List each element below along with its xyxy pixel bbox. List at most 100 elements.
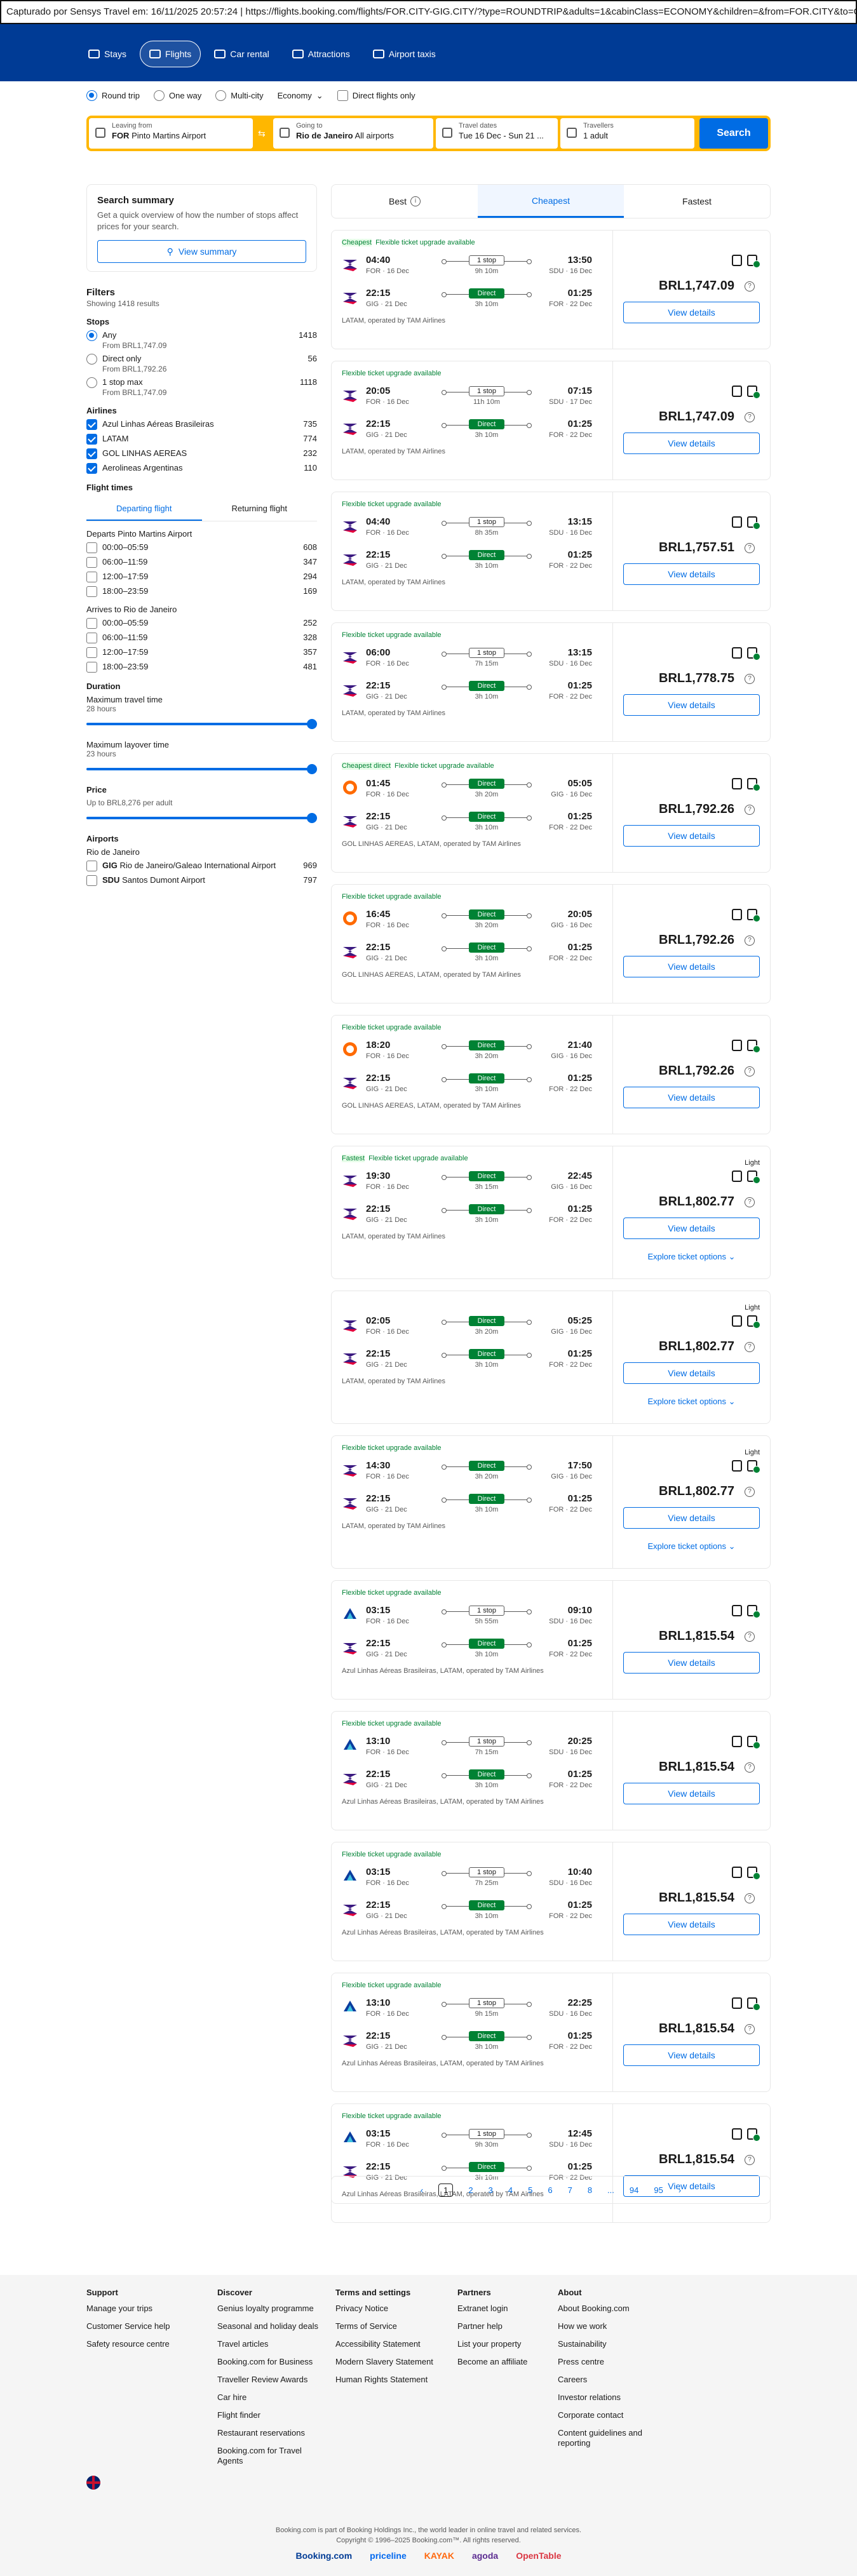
footer-link[interactable]: Press centre bbox=[558, 2357, 604, 2366]
time-option[interactable]: 18:00–23:59 481 bbox=[86, 662, 317, 673]
footer-link[interactable]: How we work bbox=[558, 2321, 607, 2331]
footer-link[interactable]: Become an affiliate bbox=[457, 2357, 528, 2366]
time-option[interactable]: 06:00–11:59 347 bbox=[86, 557, 317, 568]
cabin-class-select[interactable]: Economy ⌄ bbox=[278, 91, 323, 101]
max-layover-slider[interactable] bbox=[86, 762, 317, 776]
destination-field[interactable]: Going to Rio de Janeiro All airports bbox=[273, 118, 433, 149]
uk-flag-icon[interactable] bbox=[86, 2476, 100, 2490]
result-card[interactable]: Flexible ticket upgrade available 13:10 FO… bbox=[331, 1973, 771, 2092]
slider-handle[interactable] bbox=[307, 813, 317, 823]
price-info-icon[interactable]: ? bbox=[745, 281, 755, 292]
time-option[interactable]: 12:00–17:59 357 bbox=[86, 647, 317, 658]
footer-link[interactable]: Seasonal and holiday deals bbox=[217, 2321, 319, 2331]
max-travel-slider[interactable] bbox=[86, 717, 317, 731]
price-info-icon[interactable]: ? bbox=[745, 1197, 755, 1207]
result-card[interactable]: Flexible ticket upgrade available 03:15 FO… bbox=[331, 1580, 771, 1700]
footer-link[interactable]: Extranet login bbox=[457, 2304, 508, 2313]
result-card[interactable]: Fastest Flexible ticket upgrade available… bbox=[331, 1146, 771, 1279]
result-card[interactable]: Flexible ticket upgrade available 03:15 FO… bbox=[331, 1842, 771, 1961]
page-number[interactable]: 95 bbox=[654, 2185, 663, 2195]
tab-fastest[interactable]: Fastest bbox=[624, 185, 770, 218]
footer-link[interactable]: Sustainability bbox=[558, 2339, 607, 2349]
result-card[interactable]: Flexible ticket upgrade available 04:40 FO… bbox=[331, 492, 771, 611]
page-number[interactable]: 94 bbox=[629, 2185, 639, 2195]
airline-option[interactable]: Azul Linhas Aéreas Brasileiras 735 bbox=[86, 419, 317, 430]
price-info-icon[interactable]: ? bbox=[745, 2155, 755, 2165]
time-option[interactable]: 12:00–17:59 294 bbox=[86, 572, 317, 582]
result-card[interactable]: Flexible ticket upgrade available 16:45 FO… bbox=[331, 884, 771, 1003]
footer-link[interactable]: Booking.com for Travel Agents bbox=[217, 2446, 302, 2465]
footer-link[interactable]: Investor relations bbox=[558, 2392, 621, 2402]
slider-handle[interactable] bbox=[307, 764, 317, 774]
nav-flights[interactable]: Flights bbox=[140, 41, 201, 67]
direct-flights-checkbox[interactable]: Direct flights only bbox=[337, 90, 415, 101]
swap-icon[interactable]: ⇆ bbox=[258, 128, 266, 138]
view-details-button[interactable]: View details bbox=[623, 1783, 760, 1804]
page-number[interactable]: 3 bbox=[488, 2185, 493, 2195]
result-card[interactable]: Flexible ticket upgrade available 14:30 FO… bbox=[331, 1435, 771, 1569]
view-details-button[interactable]: View details bbox=[623, 563, 760, 585]
view-details-button[interactable]: View details bbox=[623, 1652, 760, 1674]
footer-link[interactable]: Flight finder bbox=[217, 2410, 260, 2420]
view-details-button[interactable]: View details bbox=[623, 1914, 760, 1935]
result-card[interactable]: 02:05 FOR · 16 Dec Direct 3h 20m 05:25 GIG · … bbox=[331, 1291, 771, 1424]
view-details-button[interactable]: View details bbox=[623, 1507, 760, 1529]
price-info-icon[interactable]: ? bbox=[745, 1632, 755, 1642]
stops-option[interactable]: 1 stop max From BRL1,747.09 1118 bbox=[86, 377, 317, 397]
footer-link[interactable]: Booking.com for Business bbox=[217, 2357, 313, 2366]
explore-ticket-options-link[interactable]: Explore ticket options ⌄ bbox=[613, 1541, 770, 1552]
multi-city-radio[interactable]: Multi-city bbox=[215, 90, 264, 101]
price-info-icon[interactable]: ? bbox=[745, 2024, 755, 2034]
footer-link[interactable]: Privacy Notice bbox=[335, 2304, 389, 2313]
price-info-icon[interactable]: ? bbox=[745, 1066, 755, 1077]
prev-page-button[interactable]: ‹ bbox=[420, 2185, 424, 2195]
travellers-field[interactable]: Travellers 1 adult bbox=[560, 118, 694, 149]
airport-option[interactable]: GIG Rio de Janeiro/Galeao International … bbox=[86, 861, 317, 871]
airport-option[interactable]: SDU Santos Dumont Airport 797 bbox=[86, 875, 317, 886]
price-info-icon[interactable]: ? bbox=[745, 543, 755, 553]
view-details-button[interactable]: View details bbox=[623, 1218, 760, 1239]
footer-link[interactable]: Corporate contact bbox=[558, 2410, 624, 2420]
nav-car-rental[interactable]: Car rental bbox=[205, 41, 278, 67]
page-number[interactable]: 1 bbox=[438, 2183, 454, 2197]
footer-link[interactable]: Traveller Review Awards bbox=[217, 2375, 308, 2384]
tab-cheapest[interactable]: Cheapest bbox=[478, 185, 624, 218]
result-card[interactable]: Flexible ticket upgrade available 03:15 FO… bbox=[331, 2103, 771, 2223]
stops-option[interactable]: Any From BRL1,747.09 1418 bbox=[86, 330, 317, 350]
page-number[interactable]: 8 bbox=[587, 2185, 593, 2195]
airline-option[interactable]: Aerolineas Argentinas 110 bbox=[86, 463, 317, 474]
price-info-icon[interactable]: ? bbox=[745, 1893, 755, 1903]
footer-link[interactable]: Travel articles bbox=[217, 2339, 269, 2349]
price-info-icon[interactable]: ? bbox=[745, 674, 755, 684]
footer-link[interactable]: Genius loyalty programme bbox=[217, 2304, 314, 2313]
explore-ticket-options-link[interactable]: Explore ticket options ⌄ bbox=[613, 1397, 770, 1407]
airline-option[interactable]: GOL LINHAS AEREAS 232 bbox=[86, 448, 317, 459]
page-number[interactable]: 2 bbox=[468, 2185, 473, 2195]
page-number[interactable]: 6 bbox=[548, 2185, 553, 2195]
page-number[interactable]: 5 bbox=[528, 2185, 533, 2195]
dates-field[interactable]: Travel dates Tue 16 Dec - Sun 21 ... bbox=[436, 118, 558, 149]
footer-link[interactable]: Car hire bbox=[217, 2392, 247, 2402]
next-page-button[interactable]: › bbox=[678, 2185, 682, 2195]
price-info-icon[interactable]: ? bbox=[745, 1487, 755, 1497]
result-card[interactable]: Cheapest direct Flexible ticket upgrade a… bbox=[331, 753, 771, 873]
stops-option[interactable]: Direct only From BRL1,792.26 56 bbox=[86, 354, 317, 373]
view-details-button[interactable]: View details bbox=[623, 433, 760, 454]
result-card[interactable]: Flexible ticket upgrade available 18:20 FO… bbox=[331, 1015, 771, 1134]
price-info-icon[interactable]: ? bbox=[745, 936, 755, 946]
tab-departing[interactable]: Departing flight bbox=[86, 497, 202, 521]
view-details-button[interactable]: View details bbox=[623, 2175, 760, 2197]
explore-ticket-options-link[interactable]: Explore ticket options ⌄ bbox=[613, 1252, 770, 1262]
view-details-button[interactable]: View details bbox=[623, 2044, 760, 2066]
slider-handle[interactable] bbox=[307, 719, 317, 729]
result-card[interactable]: Flexible ticket upgrade available 06:00 FO… bbox=[331, 622, 771, 742]
time-option[interactable]: 00:00–05:59 252 bbox=[86, 618, 317, 629]
footer-link[interactable]: Restaurant reservations bbox=[217, 2428, 306, 2438]
price-info-icon[interactable]: ? bbox=[745, 1762, 755, 1773]
time-option[interactable]: 00:00–05:59 608 bbox=[86, 542, 317, 553]
search-button[interactable]: Search bbox=[699, 118, 768, 149]
time-option[interactable]: 06:00–11:59 328 bbox=[86, 633, 317, 643]
tab-returning[interactable]: Returning flight bbox=[231, 504, 287, 513]
tab-best[interactable]: Best i bbox=[332, 185, 478, 218]
origin-field[interactable]: Leaving from FOR Pinto Martins Airport bbox=[89, 118, 253, 149]
